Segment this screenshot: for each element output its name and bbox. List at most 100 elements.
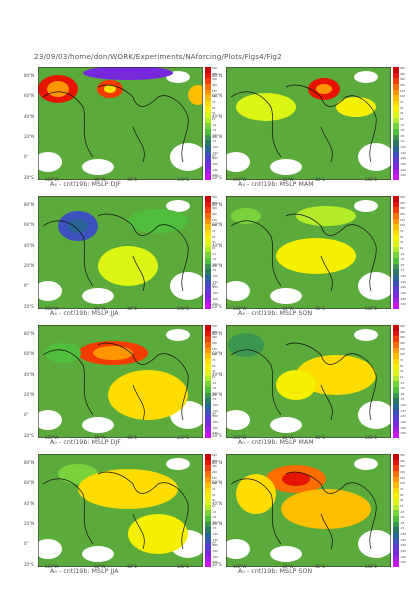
missing-data-patch — [166, 458, 190, 470]
colorbar-tick-label: -50 — [212, 392, 217, 396]
colorbar-swatch — [393, 415, 399, 421]
colorbar-tick-label: -100 — [212, 533, 218, 537]
colorbar-swatch — [393, 201, 399, 208]
colorbar-tick-label: -70 — [212, 269, 217, 273]
latitude-tick-label: 80°N — [212, 202, 223, 207]
map-frame — [38, 454, 203, 567]
colorbar-swatch — [205, 140, 211, 146]
colorbar-tick-label: -400 — [400, 426, 406, 430]
colorbar-swatch — [393, 106, 399, 113]
colorbar-tick-label: -30 — [212, 516, 217, 520]
colorbar-swatch — [393, 336, 399, 342]
colorbar-tick-label: -100 — [212, 404, 218, 408]
colorbar-tick-label: 300 — [212, 465, 217, 469]
colorbar-tick-label: -300 — [400, 421, 406, 425]
colorbar-swatch — [205, 381, 211, 388]
colorbar-tick-label: 500 — [400, 196, 405, 199]
coastline — [42, 342, 189, 421]
colorbar-tick-label: 400 — [400, 72, 405, 76]
colorbar-tick-label: -100 — [212, 146, 218, 150]
colorbar-swatch — [205, 67, 211, 73]
latitude-tick-label: 80°N — [212, 460, 223, 465]
latitude-tick-label: 20°S — [24, 174, 34, 180]
colorbar-tick-label: 30 — [212, 499, 216, 503]
latitude-tick-label: 20°N — [24, 263, 35, 269]
colorbar-tick-label: 10 — [400, 504, 404, 508]
coastline — [230, 342, 377, 421]
colorbar-tick-label: -100 — [212, 275, 218, 279]
colorbar-swatch — [393, 224, 399, 230]
latitude-tick-label: 0° — [212, 154, 217, 160]
latitude-tick-label: 20°S — [24, 303, 34, 309]
colorbar-labels: 500 400 300 200 150 100 70 50 30 10 -10 -30 -50 -70 -1… — [212, 67, 226, 180]
colorbar-swatch — [205, 174, 211, 180]
latitude-tick-label: 80°N — [212, 331, 223, 336]
missing-data-patch — [358, 401, 391, 429]
colorbar-swatch — [393, 476, 399, 483]
anomaly-contour-region — [68, 219, 88, 233]
colorbar-swatch — [205, 129, 211, 135]
colorbar-tick-label: -150 — [212, 409, 218, 413]
colorbar-swatch — [205, 476, 211, 483]
colorbar-tick-label: -200 — [212, 157, 218, 161]
colorbar-swatch — [205, 201, 211, 208]
latitude-tick-label: 20°S — [212, 432, 222, 438]
colorbar-tick-label: 150 — [400, 347, 405, 351]
colorbar — [393, 325, 399, 438]
colorbar-tick-label: 400 — [212, 330, 217, 334]
panel-caption: A₀ - cntl19b: MSLP SON — [238, 568, 313, 575]
colorbar-swatch — [393, 398, 399, 404]
colorbar-swatch — [205, 95, 211, 101]
missing-data-patch — [226, 539, 250, 559]
colorbar-swatch — [393, 459, 399, 466]
colorbar-swatch — [393, 375, 399, 382]
colorbar-swatch — [393, 95, 399, 101]
anomaly-contour-region — [296, 206, 356, 226]
colorbar-swatch — [205, 83, 211, 90]
missing-data-patch — [170, 143, 203, 171]
latitude-tick-label: 20°S — [24, 432, 34, 438]
map-frame — [38, 67, 203, 180]
colorbar-swatch — [393, 100, 399, 107]
colorbar-tick-label: 50 — [212, 235, 216, 239]
colorbar-tick-label: 200 — [212, 341, 217, 345]
anomaly-contour-region — [128, 209, 188, 233]
longitude-tick-label: 80°W — [282, 177, 294, 182]
colorbar-tick-label: -300 — [400, 163, 406, 167]
anomaly-contour-region — [276, 370, 316, 400]
colorbar-swatch — [393, 341, 399, 348]
colorbar-swatch — [393, 358, 399, 365]
colorbar-swatch — [393, 123, 399, 130]
colorbar-tick-label: 50 — [400, 235, 404, 239]
colorbar-tick-label: -500 — [212, 432, 218, 436]
colorbar-tick-label: 150 — [400, 218, 405, 222]
latitude-tick-label: 0° — [212, 412, 217, 418]
colorbar-tick-label: -150 — [212, 538, 218, 542]
colorbar-tick-label: -50 — [212, 521, 217, 525]
longitude-tick-label: 160°W — [44, 564, 59, 569]
missing-data-patch — [226, 281, 250, 301]
colorbar-swatch — [393, 78, 399, 84]
missing-data-patch — [166, 329, 190, 341]
colorbar-tick-label: 200 — [400, 212, 405, 216]
colorbar-tick-label: 100 — [212, 482, 217, 486]
colorbar-tick-label: -10 — [400, 252, 405, 256]
colorbar-swatch — [205, 123, 211, 130]
colorbar-swatch — [205, 532, 211, 539]
colorbar-tick-label: -30 — [400, 258, 405, 262]
colorbar-swatch — [393, 521, 399, 528]
panel-caption: A₀ - cntl19b: MSLP JJA — [50, 568, 119, 575]
mslp-anomaly-map — [38, 67, 203, 180]
colorbar-swatch — [393, 286, 399, 292]
latitude-tick-label: 60°N — [24, 222, 35, 228]
colorbar-swatch — [393, 129, 399, 135]
colorbar-swatch — [205, 112, 211, 118]
colorbar-tick-label: -300 — [212, 550, 218, 554]
latitude-tick-label: 60°N — [24, 93, 35, 99]
colorbar-tick-label: -150 — [400, 409, 406, 413]
colorbar — [205, 325, 211, 438]
colorbar-swatch — [205, 504, 211, 511]
latitude-tick-label: 20°N — [24, 134, 35, 140]
colorbar-swatch — [205, 303, 211, 309]
colorbar-tick-label: 400 — [212, 459, 217, 463]
